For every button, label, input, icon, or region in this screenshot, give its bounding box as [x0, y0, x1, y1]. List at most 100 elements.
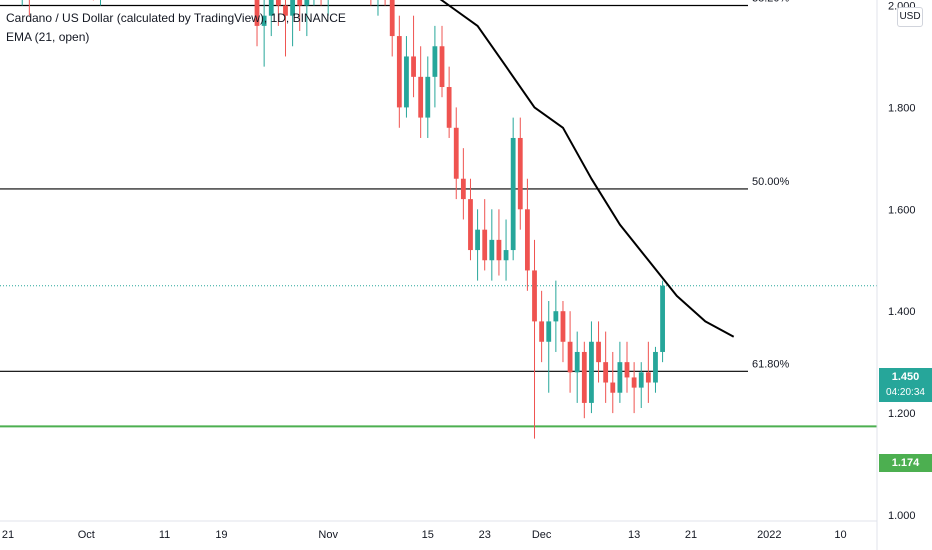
- candle-body: [617, 362, 623, 393]
- candle[interactable]: [326, 0, 331, 16]
- candle[interactable]: [524, 178, 530, 291]
- candle[interactable]: [539, 290, 545, 363]
- candle-body: [524, 209, 530, 271]
- candle-body: [254, 0, 260, 26]
- candle[interactable]: [560, 301, 566, 363]
- time-tick-label: Oct: [78, 529, 95, 541]
- candle[interactable]: [297, 0, 303, 31]
- candle[interactable]: [468, 178, 473, 261]
- candle-body: [268, 0, 274, 16]
- candle-body: [574, 351, 580, 373]
- candle[interactable]: [581, 341, 587, 419]
- candle[interactable]: [653, 346, 658, 393]
- candle[interactable]: [631, 362, 637, 414]
- last-price-tag: 1.450 04:20:34: [879, 368, 932, 402]
- candle[interactable]: [290, 0, 295, 47]
- candle[interactable]: [603, 331, 609, 403]
- candle[interactable]: [254, 0, 260, 47]
- candle[interactable]: [638, 362, 644, 409]
- candle[interactable]: [475, 209, 480, 281]
- candle[interactable]: [482, 199, 488, 271]
- candle[interactable]: [617, 341, 623, 403]
- candle-body: [411, 56, 416, 77]
- candle[interactable]: [432, 25, 438, 108]
- candle[interactable]: [275, 0, 281, 26]
- candle[interactable]: [261, 0, 267, 67]
- candle[interactable]: [453, 107, 459, 200]
- candle[interactable]: [425, 56, 431, 138]
- candle-body: [638, 372, 644, 388]
- indicator-label[interactable]: EMA (21, open): [6, 30, 90, 44]
- candle-body: [532, 270, 537, 322]
- time-tick-label: 19: [215, 529, 227, 541]
- time-tick-label: 2022: [757, 529, 781, 541]
- candle-body: [261, 15, 267, 26]
- candle[interactable]: [517, 117, 523, 230]
- candle[interactable]: [510, 117, 516, 261]
- time-tick-label: 23: [479, 529, 491, 541]
- candle[interactable]: [645, 341, 651, 403]
- candle-body: [631, 377, 637, 388]
- candle[interactable]: [304, 0, 310, 37]
- time-tick-label: 13: [628, 529, 640, 541]
- candle[interactable]: [446, 66, 452, 138]
- candle[interactable]: [460, 148, 466, 220]
- candle-body: [560, 311, 566, 342]
- symbol-title[interactable]: Cardano / US Dollar (calculated by Tradi…: [6, 11, 346, 25]
- candle-body: [304, 0, 310, 6]
- candle[interactable]: [389, 0, 395, 57]
- candle[interactable]: [532, 239, 537, 439]
- time-tick-label: 21: [2, 529, 14, 541]
- candle-body: [510, 137, 516, 251]
- candle[interactable]: [553, 280, 559, 352]
- price-axis[interactable]: 1.0001.2001.4001.6001.8002.0002.2002.400…: [888, 0, 916, 523]
- candle-body: [596, 341, 601, 363]
- candle-body: [553, 311, 559, 322]
- price-tick-label: 1.000: [888, 510, 916, 522]
- candle-body: [418, 76, 424, 118]
- candle[interactable]: [439, 25, 445, 98]
- candle[interactable]: [610, 351, 616, 414]
- candle[interactable]: [283, 0, 288, 57]
- candle[interactable]: [418, 46, 424, 138]
- time-axis[interactable]: 21 Oct 11 19 Nov 15 23 Dec 13 21 2022 10: [2, 529, 847, 541]
- candle-body: [389, 0, 395, 37]
- candle-body: [624, 362, 630, 378]
- candle-body: [275, 0, 281, 6]
- candle[interactable]: [404, 36, 409, 118]
- currency-button[interactable]: USD: [897, 7, 923, 27]
- candle-body: [482, 229, 488, 261]
- candle[interactable]: [503, 219, 509, 281]
- candle[interactable]: [396, 15, 402, 128]
- candle[interactable]: [624, 341, 630, 393]
- ema-line[interactable]: [8, 0, 735, 338]
- candle[interactable]: [596, 321, 601, 383]
- candle[interactable]: [376, 0, 381, 16]
- candle[interactable]: [589, 321, 594, 414]
- bar-countdown: 04:20:34: [886, 387, 925, 398]
- time-tick-label: Dec: [532, 529, 552, 541]
- candle-body: [581, 351, 587, 403]
- candle-body: [446, 87, 452, 128]
- time-tick-label: 21: [685, 529, 697, 541]
- plot-background: [0, 0, 877, 521]
- candle-body: [432, 46, 438, 77]
- candle-body: [603, 362, 609, 383]
- candle[interactable]: [567, 311, 573, 393]
- fib-level-label: 38.20%: [752, 0, 790, 5]
- price-tick-label: 1.600: [888, 204, 916, 216]
- last-price-value: 1.450: [891, 371, 920, 383]
- candle[interactable]: [546, 301, 552, 393]
- candle-body: [489, 239, 495, 261]
- candle-body: [453, 127, 459, 179]
- candle[interactable]: [496, 209, 502, 276]
- candle[interactable]: [268, 0, 274, 37]
- candle[interactable]: [489, 209, 495, 281]
- time-tick-label: 15: [422, 529, 434, 541]
- candle[interactable]: [574, 331, 580, 403]
- candle-body: [283, 5, 288, 16]
- candle[interactable]: [411, 15, 416, 98]
- candle[interactable]: [660, 280, 665, 363]
- candle-body: [496, 239, 502, 261]
